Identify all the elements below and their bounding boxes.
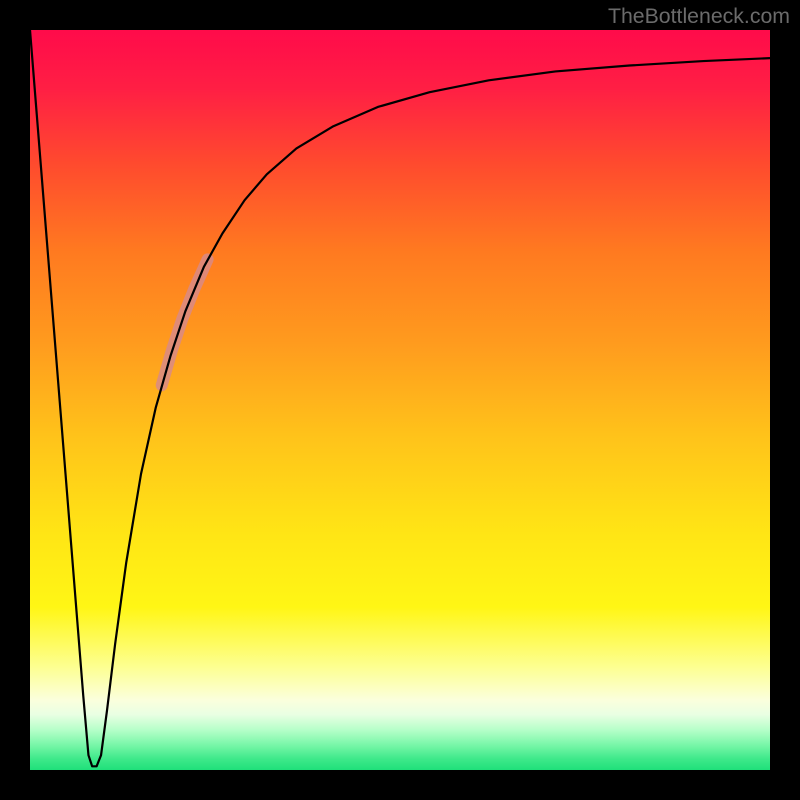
curve-layer <box>30 30 770 770</box>
plot-area <box>30 30 770 770</box>
bottleneck-curve <box>30 30 770 766</box>
watermark-text: TheBottleneck.com <box>608 4 790 29</box>
chart-container: TheBottleneck.com <box>0 0 800 800</box>
